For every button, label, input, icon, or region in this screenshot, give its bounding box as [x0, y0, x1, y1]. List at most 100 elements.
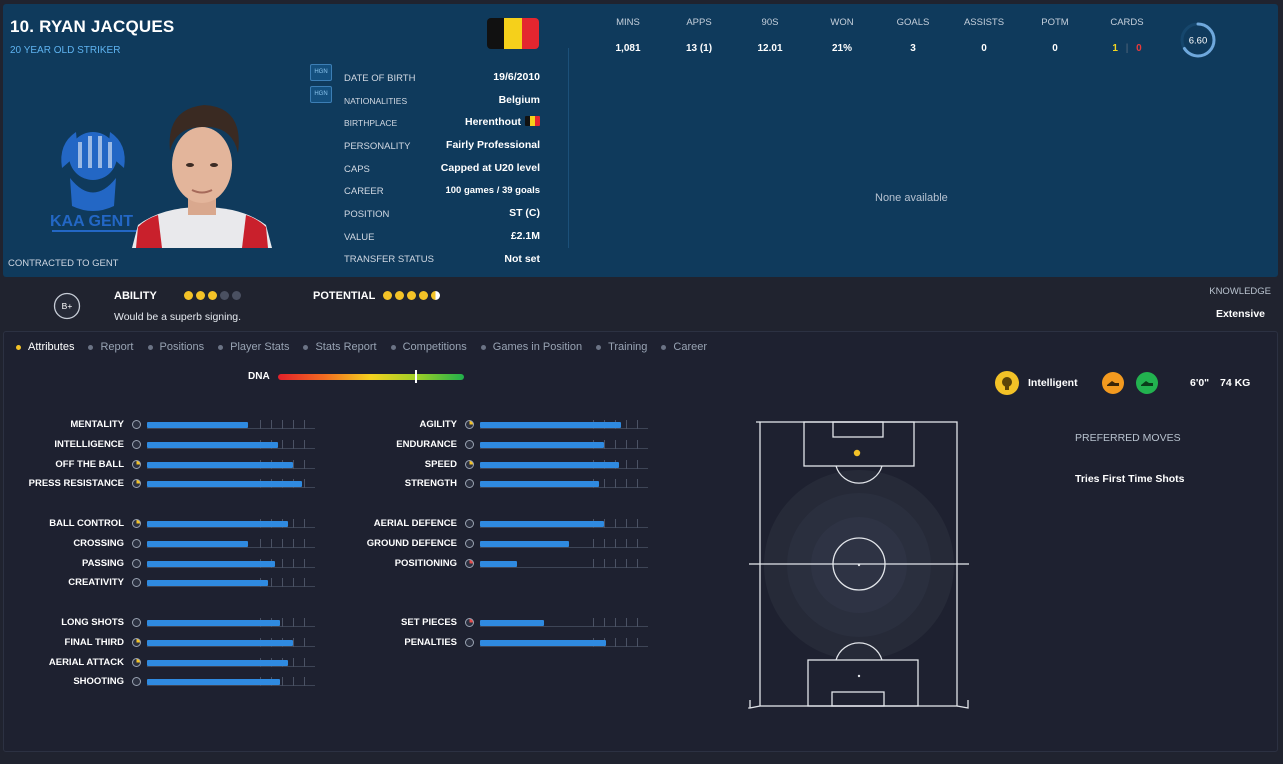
attribute-bar: [147, 538, 315, 548]
attribute-info-icon[interactable]: [132, 538, 141, 548]
dna-label: DNA: [248, 371, 270, 382]
attribute-bar-fill: [147, 521, 289, 527]
info-value-birthplace[interactable]: Herenthout: [465, 116, 540, 128]
average-rating-value: 6.60: [1189, 36, 1208, 47]
attribute-bar-fill: [147, 639, 294, 646]
tab-attributes[interactable]: Attributes: [16, 341, 74, 353]
attribute-label: ENDURANCE: [396, 438, 457, 450]
attribute-info-icon[interactable]: [132, 519, 141, 528]
scout-grade-badge: B+: [53, 292, 81, 320]
tab-label: Games in Position: [492, 341, 583, 353]
tab-player-stats[interactable]: Player Stats: [218, 341, 289, 353]
attribute-info-icon[interactable]: [132, 677, 141, 687]
tab-positions[interactable]: Positions: [147, 341, 205, 353]
attribute-bar: [147, 420, 315, 429]
stat-header-mins: MINS: [616, 17, 640, 28]
attribute-bar-fill: [480, 441, 605, 448]
stat-header-potm: POTM: [1041, 17, 1069, 28]
tab-competitions[interactable]: Competitions: [390, 341, 467, 353]
tab-label: Report: [100, 341, 134, 353]
star-dot: [196, 291, 205, 300]
tab-report[interactable]: Report: [88, 341, 134, 353]
attribute-info-icon[interactable]: [465, 519, 474, 528]
attribute-label: AGILITY: [419, 419, 457, 430]
attribute-bar: [480, 538, 648, 548]
attribute-info-icon[interactable]: [465, 479, 474, 489]
attribute-label: CREATIVITY: [68, 577, 124, 589]
attribute-info-icon[interactable]: [465, 439, 474, 449]
info-label-value: VALUE: [344, 232, 375, 243]
intelligent-trait-icon[interactable]: [995, 371, 1019, 395]
tab-career[interactable]: Career: [661, 341, 707, 353]
attribute-info-icon[interactable]: [132, 459, 141, 469]
attribute-info-icon[interactable]: [132, 420, 141, 429]
attribute-label: PRESS RESISTANCE: [28, 478, 124, 490]
tab-indicator-dot: [480, 344, 486, 350]
contract-status: CONTRACTED TO GENT: [8, 258, 119, 269]
tab-stats-report[interactable]: Stats Report: [303, 341, 377, 353]
attribute-info-icon[interactable]: [132, 439, 141, 449]
tab-indicator-dot: [661, 344, 667, 350]
star-dot: [419, 291, 428, 300]
star-dot: [383, 291, 392, 300]
attribute-bar: [480, 479, 648, 489]
tab-indicator-dot: [16, 344, 21, 350]
info-value-transfer-status: Not set: [504, 253, 540, 265]
attribute-label: MENTALITY: [70, 419, 124, 430]
tab-label: Stats Report: [315, 341, 377, 353]
attribute-bar-fill: [480, 422, 622, 428]
attribute-label: INTELLIGENCE: [54, 438, 124, 450]
info-label-transfer-status: TRANSFER STATUS: [344, 254, 434, 265]
attribute-bar-fill: [480, 560, 517, 567]
tab-training[interactable]: Training: [596, 341, 647, 353]
attribute-bar: [480, 439, 648, 449]
star-dot: [232, 291, 241, 300]
stat-value-mins: 1,081: [615, 43, 641, 54]
tab-label: Competitions: [402, 341, 467, 353]
right-foot-boot-icon[interactable]: [1136, 372, 1158, 394]
potential-stars: [383, 291, 440, 300]
info-label-caps: CAPS: [344, 164, 370, 175]
attribute-info-icon[interactable]: [465, 618, 474, 627]
left-foot-boot-icon[interactable]: [1102, 372, 1124, 394]
attribute-label: SHOOTING: [73, 676, 124, 688]
stat-value-goals: 3: [910, 43, 916, 54]
homegrown-tag-button[interactable]: HGN: [310, 64, 332, 81]
attribute-info-icon[interactable]: [132, 657, 141, 667]
info-label-date-of-birth: DATE OF BIRTH: [344, 73, 416, 84]
attribute-label: SET PIECES: [401, 617, 457, 628]
tab-label: Positions: [159, 341, 205, 353]
flag-stripe: [521, 18, 539, 49]
position-pitch[interactable]: [748, 420, 970, 710]
scout-summary: Would be a superb signing.: [114, 311, 242, 323]
homegrown-tag-button[interactable]: HGN: [310, 86, 332, 103]
attribute-info-icon[interactable]: [132, 479, 141, 489]
preferred-moves-heading: PREFERRED MOVES: [1075, 432, 1181, 444]
attribute-info-icon[interactable]: [465, 558, 474, 568]
attribute-info-icon[interactable]: [132, 558, 141, 568]
club-logo-text: KAA GENT: [50, 213, 133, 230]
attribute-info-icon[interactable]: [465, 459, 474, 469]
average-rating-ring[interactable]: 6.60: [1178, 20, 1218, 60]
attribute-bar-fill: [147, 620, 280, 626]
attribute-bar-fill: [480, 639, 606, 646]
tab-indicator-dot: [303, 344, 309, 350]
attribute-bar: [147, 459, 315, 469]
attribute-info-icon[interactable]: [465, 538, 474, 548]
attribute-bar: [480, 558, 648, 568]
player-portrait: [132, 105, 272, 248]
attribute-info-icon[interactable]: [132, 618, 141, 627]
attribute-label: STRENGTH: [404, 478, 457, 490]
attribute-bar-fill: [147, 580, 268, 587]
stat-value-apps: 13 (1): [685, 43, 713, 54]
tab-label: Attributes: [28, 341, 75, 353]
attribute-info-icon[interactable]: [132, 637, 141, 647]
attribute-info-icon[interactable]: [132, 578, 141, 588]
info-value-nationalities[interactable]: Belgium: [498, 94, 540, 106]
attribute-info-icon[interactable]: [465, 637, 474, 647]
attribute-label: GROUND DEFENCE: [366, 537, 457, 549]
attribute-bar: [147, 558, 315, 568]
tab-games-in-position[interactable]: Games in Position: [480, 341, 583, 353]
info-label-birthplace: BIRTHPLACE: [344, 118, 398, 128]
attribute-info-icon[interactable]: [465, 420, 474, 429]
